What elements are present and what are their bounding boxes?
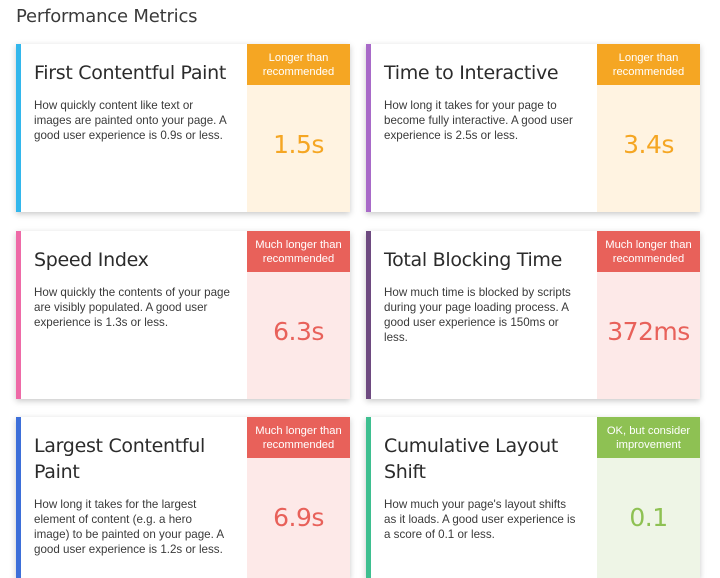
status-badge: Longer than recommended (597, 44, 700, 85)
metric-value: 3.4s (623, 130, 674, 159)
metric-card-first-contentful-paint: First Contentful Paint How quickly conte… (16, 44, 350, 212)
score-panel: Much longer than recommended 372ms (597, 231, 700, 399)
metric-description: How much time is blocked by scripts duri… (384, 286, 571, 344)
metric-value: 6.3s (273, 317, 324, 346)
status-badge: Much longer than recommended (247, 417, 350, 458)
metric-card-total-blocking-time: Total Blocking Time How much time is blo… (366, 231, 700, 399)
status-badge: Longer than recommended (247, 44, 350, 85)
metric-title: Speed Index (34, 249, 149, 271)
metric-title: Total Blocking Time (384, 249, 563, 271)
metric-title: Time to Interactive (384, 62, 559, 84)
card-accent-bar (16, 44, 21, 212)
metric-value: 6.9s (273, 503, 324, 532)
metric-card-cumulative-layout-shift: Cumulative Layout Shift How much your pa… (366, 417, 700, 578)
metric-card-time-to-interactive: Time to Interactive How long it takes fo… (366, 44, 700, 212)
metric-title: Cumulative Layout Shift (384, 435, 558, 483)
metric-description: How much your page's layout shifts as it… (384, 498, 576, 541)
score-panel: Much longer than recommended 6.9s (247, 417, 350, 578)
metric-title: First Contentful Paint (34, 62, 227, 84)
status-badge: Much longer than recommended (247, 231, 350, 272)
status-badge: Much longer than recommended (597, 231, 700, 272)
metric-value: 372ms (607, 317, 690, 346)
metric-value: 1.5s (273, 130, 324, 159)
metric-card-largest-contentful-paint: Largest Contentful Paint How long it tak… (16, 417, 350, 578)
page-title: Performance Metrics (16, 6, 198, 27)
status-badge: OK, but consider improvement (597, 417, 700, 458)
card-accent-bar (366, 417, 371, 578)
metric-title: Largest Contentful Paint (34, 435, 206, 483)
score-panel: Much longer than recommended 6.3s (247, 231, 350, 399)
card-accent-bar (16, 231, 21, 399)
score-panel: Longer than recommended 3.4s (597, 44, 700, 212)
score-panel: OK, but consider improvement 0.1 (597, 417, 700, 578)
metric-card-speed-index: Speed Index How quickly the contents of … (16, 231, 350, 399)
metric-description: How long it takes for the largest elemen… (34, 498, 224, 556)
metric-description: How long it takes for your page to becom… (384, 99, 573, 142)
metric-description: How quickly content like text or images … (34, 99, 227, 142)
card-accent-bar (366, 44, 371, 212)
metric-description: How quickly the contents of your page ar… (34, 286, 230, 329)
card-accent-bar (16, 417, 21, 578)
metric-value: 0.1 (629, 503, 668, 532)
card-accent-bar (366, 231, 371, 399)
score-panel: Longer than recommended 1.5s (247, 44, 350, 212)
